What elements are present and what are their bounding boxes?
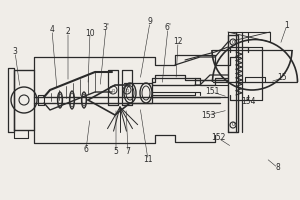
Text: 8: 8 <box>276 164 280 172</box>
Text: 7: 7 <box>126 148 130 156</box>
Text: 5: 5 <box>114 148 118 156</box>
Text: 1: 1 <box>285 21 290 29</box>
Circle shape <box>230 39 236 45</box>
Text: 153: 153 <box>201 110 215 119</box>
Text: 3: 3 <box>13 47 17 56</box>
Text: 12: 12 <box>173 38 183 46</box>
Text: 6': 6' <box>164 23 172 32</box>
Circle shape <box>230 122 236 128</box>
Text: 0: 0 <box>231 40 235 45</box>
Text: Q: Q <box>125 88 129 92</box>
Text: 154: 154 <box>241 98 255 106</box>
Text: 4: 4 <box>50 25 54 34</box>
Text: 152: 152 <box>211 134 225 142</box>
Text: 6: 6 <box>84 146 88 154</box>
Text: Q: Q <box>111 88 115 92</box>
Text: 3': 3' <box>103 22 110 31</box>
Text: 10: 10 <box>85 28 95 38</box>
Text: 2: 2 <box>66 27 70 36</box>
Text: 151: 151 <box>205 88 219 97</box>
Text: 0: 0 <box>231 122 235 128</box>
Text: 15: 15 <box>277 73 287 82</box>
Text: 9: 9 <box>148 18 152 26</box>
Text: 11: 11 <box>143 156 153 164</box>
